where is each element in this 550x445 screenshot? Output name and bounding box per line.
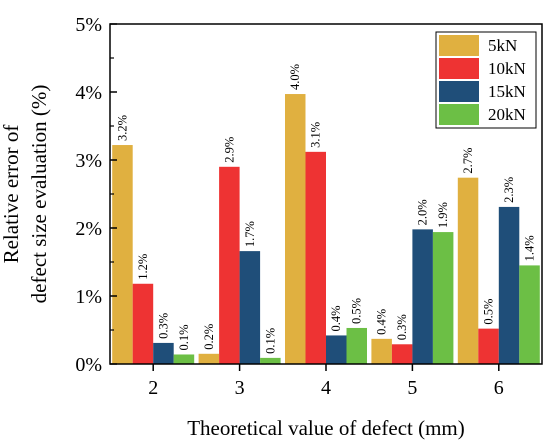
y-axis-title-line: Relative error of — [0, 125, 23, 264]
bar-5kN-4 — [285, 94, 306, 364]
data-label-20kN-2: 0.1% — [177, 324, 191, 350]
x-tick-label: 5 — [407, 377, 417, 399]
data-label-5kN-6: 2.7% — [461, 148, 475, 174]
data-label-5kN-2: 3.2% — [115, 115, 129, 141]
ticks-group: 0% 1% 2% 3% 4% 5% 2 3 4 5 6 — [75, 14, 503, 399]
legend-swatch-15kN — [439, 81, 479, 102]
data-label-15kN-4: 0.4% — [329, 305, 343, 331]
y-tick-label: 0% — [75, 354, 102, 376]
bar-20kN-5 — [432, 232, 454, 364]
data-label-5kN-3: 0.2% — [202, 324, 216, 350]
bars-group — [112, 94, 540, 364]
x-tick-label: 2 — [148, 377, 158, 399]
legend-label-15kN: 15kN — [488, 82, 526, 101]
x-tick-label: 6 — [494, 377, 504, 399]
y-tick-label: 2% — [75, 218, 102, 240]
data-label-15kN-5: 2.0% — [416, 199, 430, 225]
x-tick-label: 4 — [321, 377, 331, 399]
data-labels-group: 3.2% 0.2% 4.0% 0.4% 2.7% 1.2% 2.9% 3.1% 0.3% 0.5%… — [115, 64, 536, 354]
x-tick-label: 3 — [235, 377, 245, 399]
data-label-15kN-6: 2.3% — [502, 177, 516, 203]
bar-5kN-5 — [371, 338, 392, 364]
legend-label-20kN: 20kN — [488, 105, 526, 124]
data-label-15kN-3: 1.7% — [243, 221, 257, 247]
data-label-15kN-2: 0.3% — [156, 313, 170, 339]
bar-15kN-2 — [153, 342, 174, 364]
bar-10kN-5 — [391, 344, 413, 364]
y-axis-title: Relative error of defect size evaluation … — [0, 85, 51, 304]
data-label-10kN-3: 2.9% — [222, 137, 236, 163]
data-label-20kN-3: 0.1% — [263, 328, 277, 354]
y-axis-title-line: defect size evaluation (%) — [27, 85, 51, 304]
data-label-5kN-5: 0.4% — [375, 309, 389, 335]
data-label-10kN-2: 1.2% — [136, 254, 150, 280]
bar-10kN-2 — [132, 283, 154, 364]
y-tick-label: 5% — [75, 14, 102, 36]
bar-20kN-6 — [519, 265, 540, 364]
data-label-10kN-5: 0.3% — [395, 314, 409, 340]
bar-10kN-3 — [219, 166, 240, 364]
x-axis-title: Theoretical value of defect (mm) — [187, 416, 465, 440]
data-label-20kN-5: 1.9% — [436, 202, 450, 228]
legend-swatch-20kN — [439, 104, 479, 125]
y-tick-label: 3% — [75, 150, 102, 172]
data-label-5kN-4: 4.0% — [288, 64, 302, 90]
data-label-10kN-4: 3.1% — [309, 122, 323, 148]
bar-15kN-6 — [498, 206, 520, 364]
y-tick-label: 1% — [75, 286, 102, 308]
data-label-20kN-4: 0.5% — [350, 298, 364, 324]
bar-15kN-3 — [239, 251, 261, 364]
bar-20kN-3 — [260, 357, 281, 364]
bar-5kN-3 — [198, 353, 220, 364]
data-label-20kN-6: 1.4% — [523, 235, 537, 261]
bar-20kN-2 — [173, 354, 195, 364]
y-tick-label: 4% — [75, 82, 102, 104]
legend-swatch-10kN — [439, 58, 479, 79]
legend-swatch-5kN — [439, 35, 479, 56]
bar-10kN-4 — [305, 151, 326, 364]
legend-label-10kN: 10kN — [488, 59, 526, 78]
bar-5kN-6 — [457, 177, 479, 364]
bar-10kN-6 — [478, 328, 499, 364]
bar-5kN-2 — [112, 145, 133, 364]
bar-15kN-4 — [326, 335, 347, 364]
bar-15kN-5 — [412, 229, 433, 364]
bar-20kN-4 — [346, 327, 367, 364]
data-label-10kN-6: 0.5% — [482, 299, 496, 325]
legend: 5kN 10kN 15kN 20kN — [435, 31, 537, 129]
legend-label-5kN: 5kN — [488, 36, 517, 55]
